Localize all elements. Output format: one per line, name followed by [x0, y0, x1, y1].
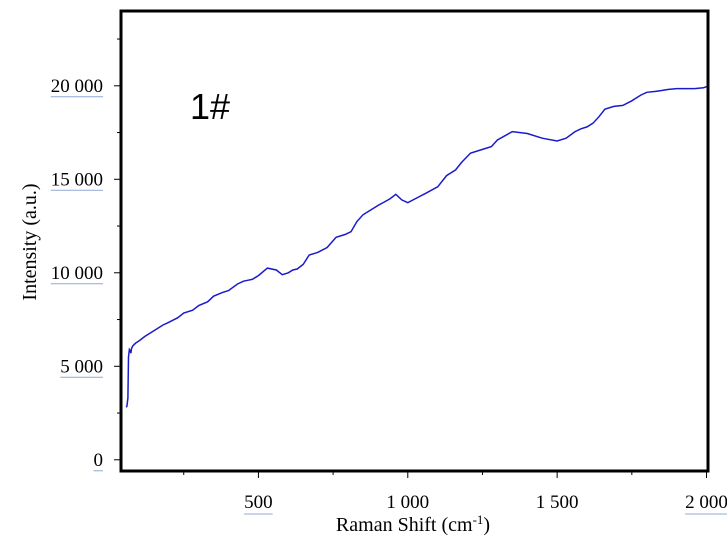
x-axis-title: Raman Shift (cm-1)	[336, 512, 490, 536]
x-axis-title-end: )	[483, 514, 490, 536]
y-tick-label: 20 000	[51, 76, 103, 97]
y-tick-label: 0	[94, 450, 104, 471]
y-tick-label: 10 000	[51, 263, 103, 284]
x-axis-title-main: Raman Shift (cm	[336, 514, 473, 536]
y-axis-title: Intensity (a.u.)	[19, 183, 41, 300]
annotation-label: 1#	[190, 86, 230, 127]
x-tick-label: 1 000	[386, 492, 429, 513]
x-tick-label: 2 000	[685, 492, 727, 513]
x-tick-label: 500	[244, 492, 273, 513]
x-axis-title-sup: -1	[473, 512, 484, 527]
y-tick-label: 15 000	[51, 169, 103, 190]
plot-frame	[119, 9, 710, 473]
series-line	[125, 85, 707, 408]
tick-labels: 0 5 000 10 000 15 000 20 000 500 1 000 1 500 2 0…	[50, 76, 727, 515]
y-tick-label: 5 000	[60, 356, 103, 377]
x-tick-label: 1 500	[536, 492, 579, 513]
